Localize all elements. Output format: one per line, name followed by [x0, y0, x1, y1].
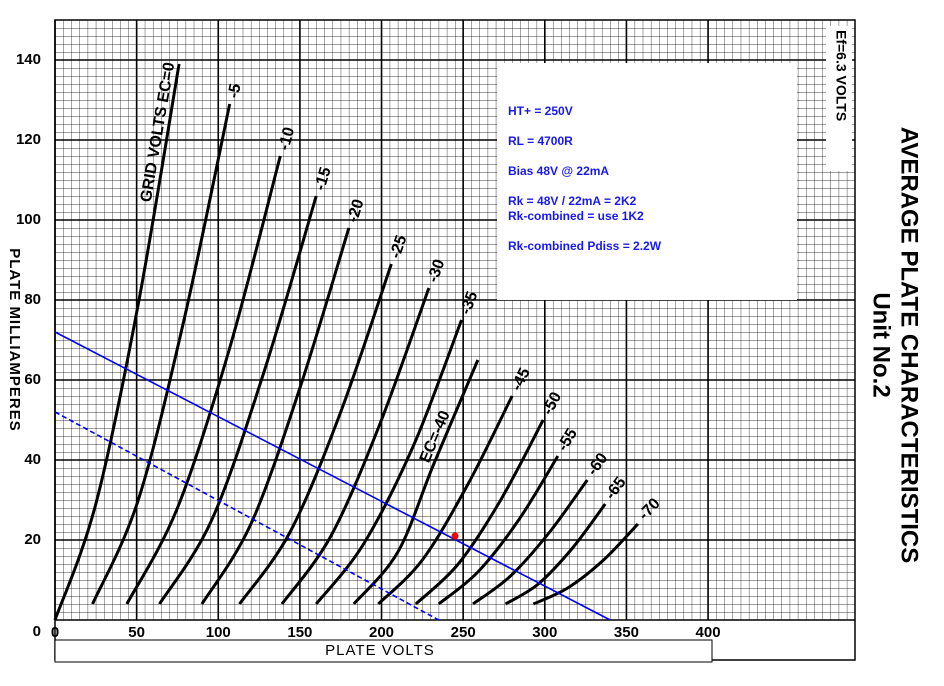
- curve: [472, 479, 589, 606]
- curve-label: -25: [387, 233, 411, 260]
- curve: [437, 455, 560, 606]
- curve: [238, 263, 393, 605]
- y-axis-label: PLATE MILLIAMPERES: [6, 248, 23, 432]
- curve: [200, 227, 351, 605]
- text-box-line: RL = 4700R: [508, 134, 573, 148]
- note-bg: [826, 26, 852, 171]
- y-tick-label: 80: [24, 291, 41, 308]
- x-tick-label: 200: [369, 624, 394, 641]
- y-tick-label: 120: [16, 131, 41, 148]
- y-tick-label: 60: [24, 371, 41, 388]
- y-tick-label: 0: [33, 623, 41, 640]
- text-box-line: Bias 48V @ 22mA: [508, 164, 609, 178]
- x-tick-label: 250: [451, 624, 476, 641]
- chart-title: AVERAGE PLATE CHARACTERISTICS: [896, 127, 923, 563]
- curve: [158, 195, 318, 605]
- x-tick-label: 350: [614, 624, 639, 641]
- curve: [352, 359, 480, 605]
- note: Ef=6.3 VOLTS: [833, 30, 849, 121]
- curve-label: -20: [344, 197, 367, 224]
- curve-label: -30: [425, 257, 449, 285]
- curve: [414, 419, 545, 606]
- y-tick-label: 20: [24, 531, 41, 548]
- curve: [53, 63, 181, 621]
- curve: [315, 319, 463, 605]
- x-tick-label: 300: [532, 624, 557, 641]
- x-tick-label: 0: [51, 624, 59, 641]
- x-tick-label: 400: [696, 624, 721, 641]
- text-box-line: Rk = 48V / 22mA = 2K2: [508, 194, 637, 208]
- text-box-line: Rk-combined Pdiss = 2.2W: [508, 239, 662, 253]
- curve: [280, 287, 431, 605]
- x-tick-label: 150: [287, 624, 312, 641]
- y-tick-label: 140: [16, 51, 41, 68]
- text-box-line: HT+ = 250V: [508, 104, 573, 118]
- load-line: [54, 411, 440, 621]
- curve: [377, 395, 514, 606]
- x-label-box: [54, 639, 713, 663]
- curve-label: -15: [312, 165, 335, 192]
- curve: [125, 155, 282, 605]
- curve: [532, 522, 639, 606]
- y-tick-label: 100: [16, 211, 41, 228]
- curve-label: -10: [276, 125, 298, 152]
- text-box-line: Rk-combined = use 1K2: [508, 209, 644, 223]
- x-tick-label: 50: [128, 624, 145, 641]
- x-axis-label: PLATE VOLTS: [325, 642, 435, 659]
- load-line: [54, 331, 611, 621]
- text-box: [497, 63, 797, 300]
- chart-subtitle: Unit No.2: [868, 292, 895, 397]
- operating-point: [451, 532, 459, 540]
- x-tick-label: 100: [206, 624, 231, 641]
- curve-label: -5: [225, 82, 245, 100]
- y-tick-label: 40: [24, 451, 41, 468]
- curve: [504, 503, 607, 606]
